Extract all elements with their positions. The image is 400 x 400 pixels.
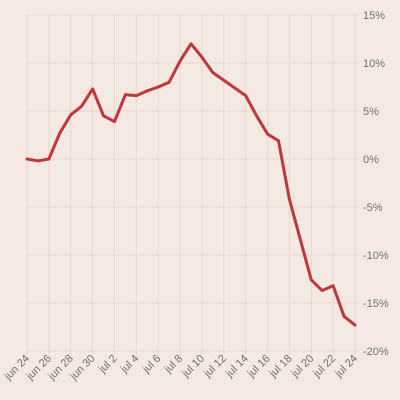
y-tick-label: 5% — [363, 106, 379, 118]
x-tick-label: jul 10 — [179, 353, 207, 381]
y-tick-label: 10% — [363, 58, 385, 70]
x-tick-label: jul 24 — [332, 353, 360, 381]
x-tick-label: jul 16 — [245, 353, 273, 381]
x-tick-label: jul 4 — [118, 353, 141, 376]
x-tick-label: jul 6 — [140, 353, 163, 376]
y-tick-label: 0% — [363, 154, 379, 166]
series-layer — [25, 42, 357, 327]
x-tick-label: jul 18 — [267, 353, 295, 381]
x-tick-label: jul 2 — [96, 353, 119, 376]
y-tick-label: -20% — [363, 346, 389, 358]
y-tick-label: -15% — [363, 298, 389, 310]
vertical-gridlines — [26, 15, 356, 355]
y-tick-label: -10% — [363, 250, 389, 262]
y-tick-label: 15% — [363, 10, 385, 22]
y-axis-labels: 15% 10% 5% 0% -5% -10% -15% -20% — [363, 10, 389, 358]
horizontal-gridlines — [27, 14, 359, 352]
x-tick-label: jul 20 — [289, 353, 317, 381]
x-tick-label: jul 22 — [310, 353, 338, 381]
y-tick-label: -5% — [363, 202, 383, 214]
series-line — [25, 42, 357, 327]
x-tick-label: jul 12 — [201, 353, 229, 381]
x-tick-label: jul 14 — [223, 353, 251, 381]
